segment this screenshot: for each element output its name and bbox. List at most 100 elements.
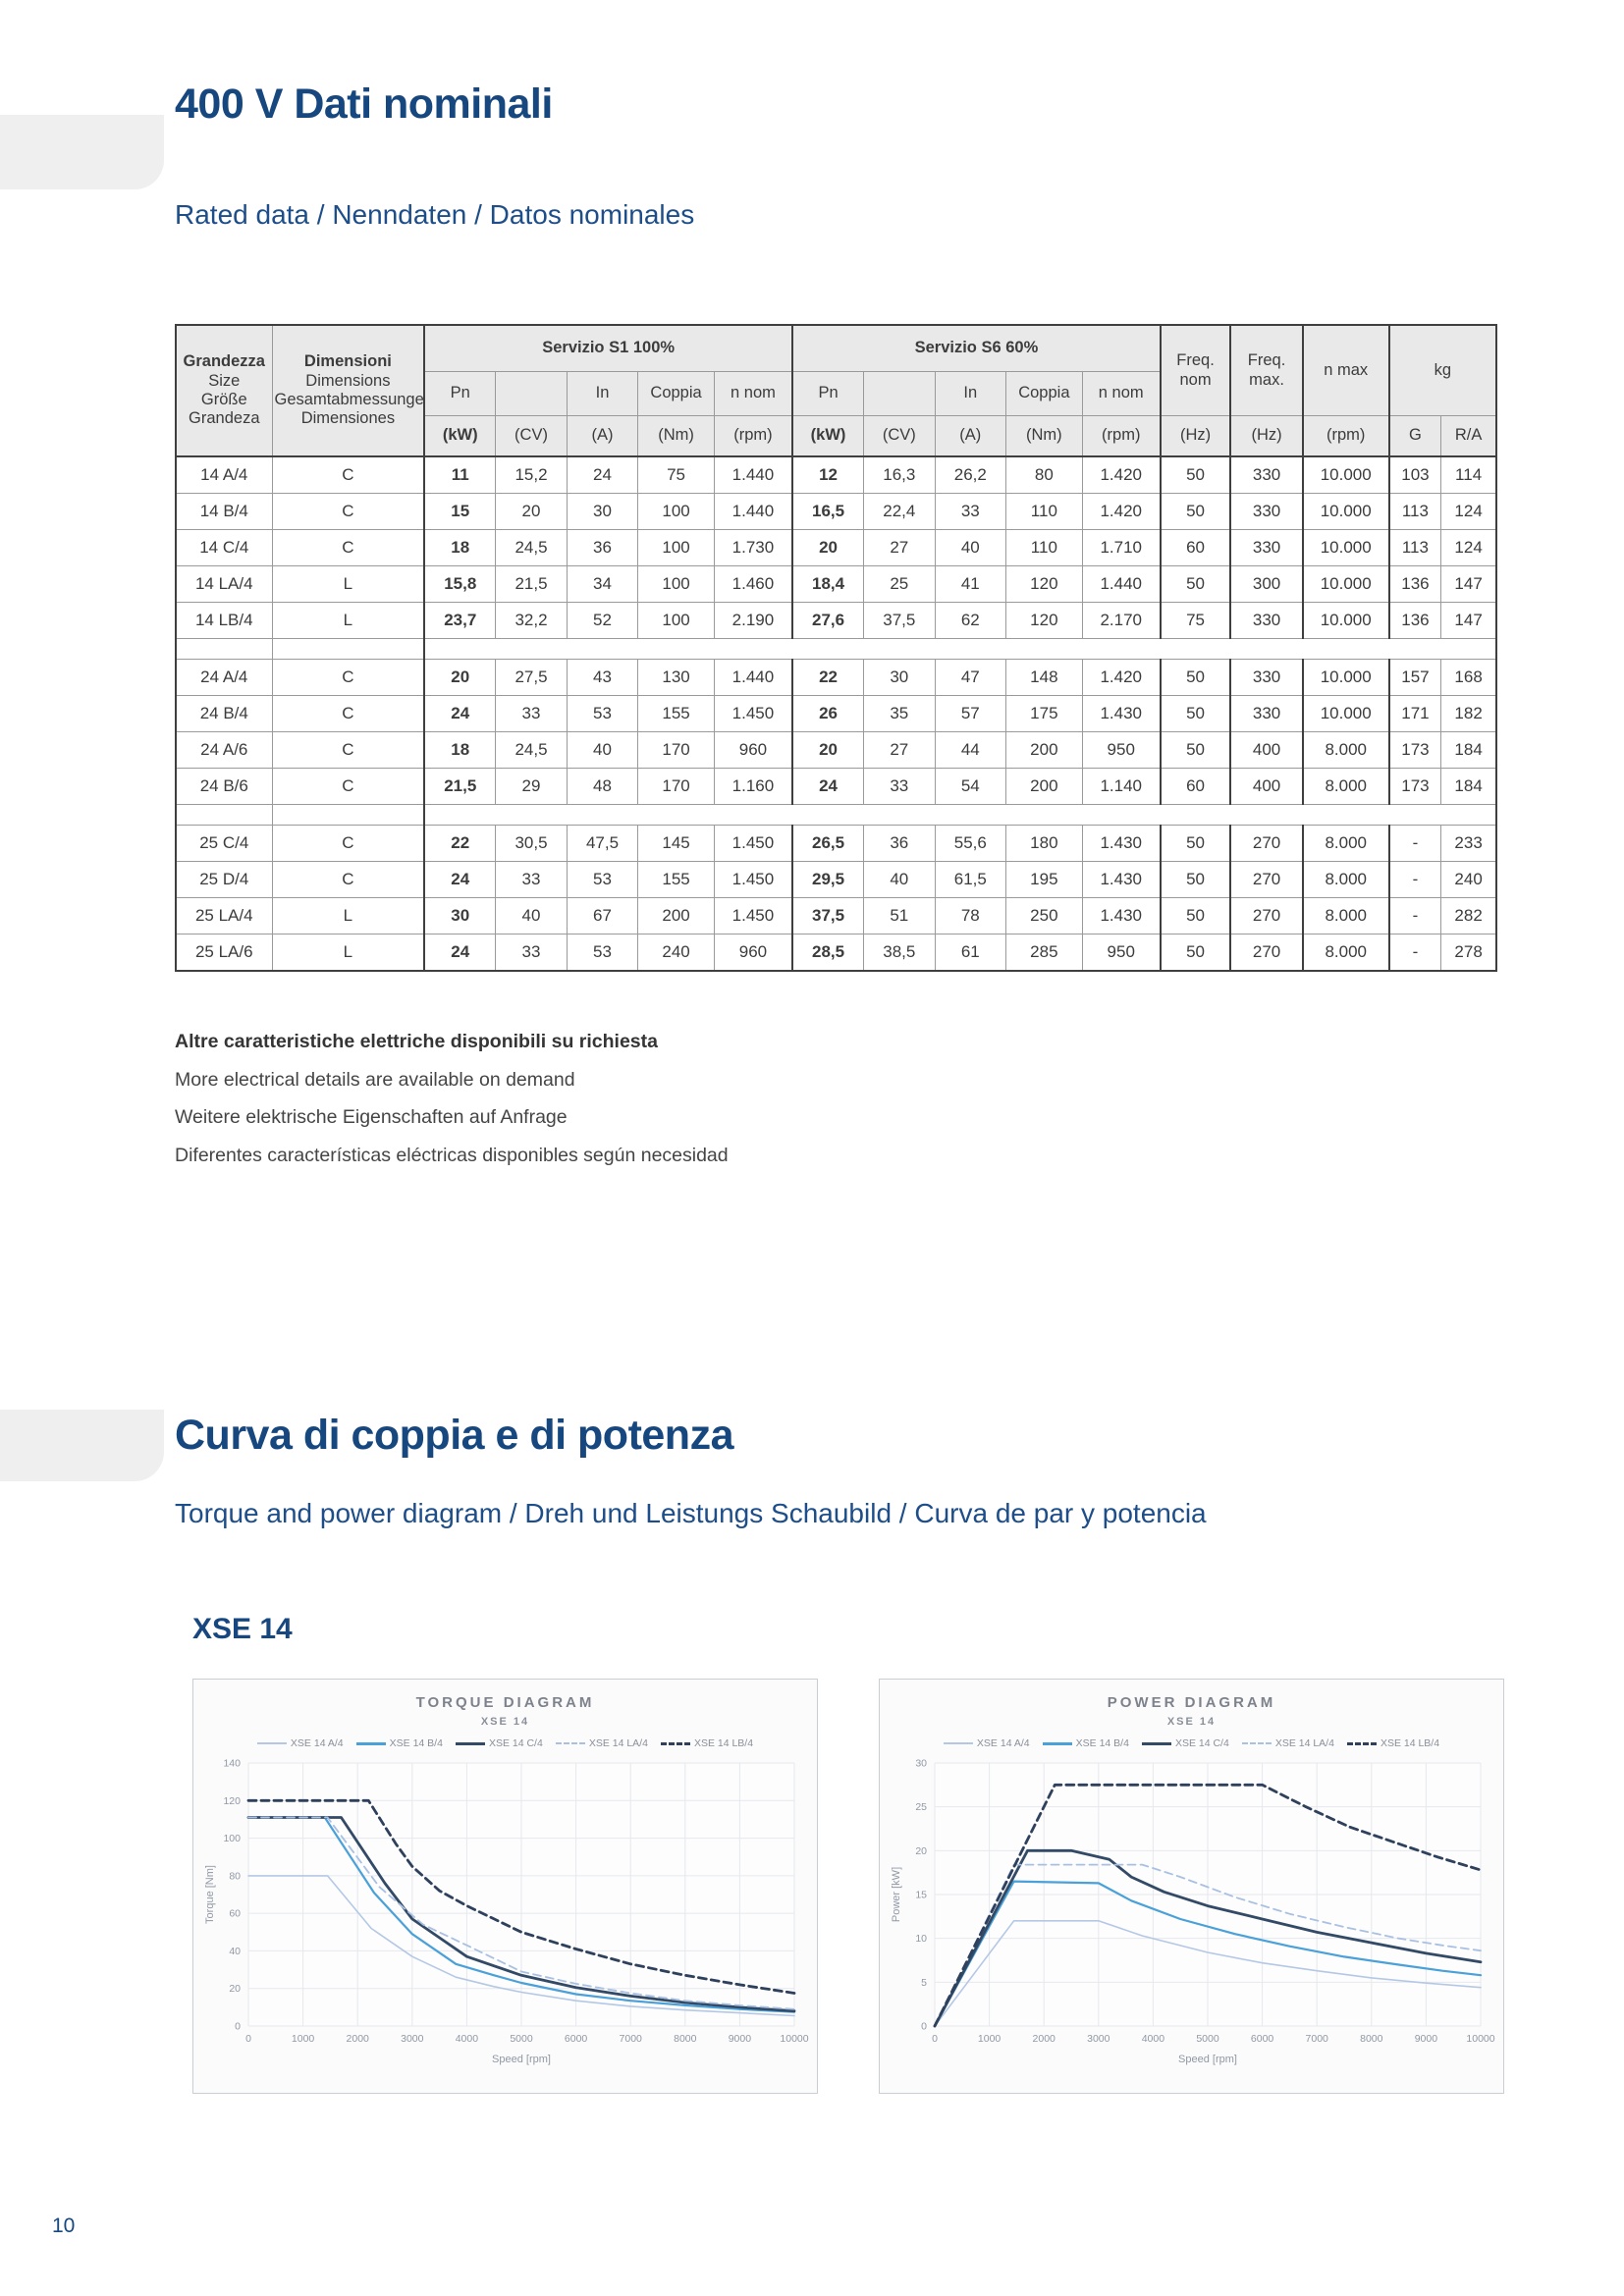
table-cell: 330 xyxy=(1229,695,1304,732)
legend-line-sample xyxy=(1042,1741,1072,1745)
model-heading: XSE 14 xyxy=(192,1613,293,1645)
table-cell: 1.420 xyxy=(1081,659,1162,696)
legend-line-sample xyxy=(1346,1741,1377,1745)
table-cell: 1.440 xyxy=(713,659,793,696)
table-cell: 29 xyxy=(495,768,568,805)
table-cell: 1.420 xyxy=(1081,493,1162,530)
chart-legend: XSE 14 A/4 XSE 14 B/4 XSE 14 C/4 XSE 14 LA/… xyxy=(193,1737,817,1749)
table-cell: 400 xyxy=(1229,731,1304,769)
header-duty-name: In xyxy=(566,371,639,416)
table-cell: 270 xyxy=(1229,825,1304,862)
chart-title: TORQUE DIAGRAM xyxy=(415,1694,595,1711)
legend-line-sample xyxy=(455,1741,485,1745)
table-cell: 145 xyxy=(637,825,715,862)
section-tab-decoration xyxy=(0,1410,164,1481)
table-cell: 43 xyxy=(566,659,639,696)
table-cell: 20 xyxy=(791,529,865,566)
table-header-row: Grandezza Size Größe Grandeza Dimensioni Dime… xyxy=(175,324,1497,457)
table-cell: 11 xyxy=(423,455,497,494)
table-cell: 25 C/4 xyxy=(175,825,273,862)
table-cell: 34 xyxy=(566,565,639,603)
table-cell: 25 D/4 xyxy=(175,861,273,898)
svg-text:60: 60 xyxy=(229,1908,241,1920)
table-cell: 15,8 xyxy=(423,565,497,603)
rated-data-table: Grandezza Size Größe Grandeza Dimensioni Dime… xyxy=(175,324,1497,972)
table-cell: 1.420 xyxy=(1081,455,1162,494)
table-cell: 278 xyxy=(1440,934,1497,972)
table-cell: 23,7 xyxy=(423,602,497,639)
legend-label: XSE 14 C/4 xyxy=(488,1737,543,1749)
legend-line-sample xyxy=(555,1742,585,1744)
table-cell: 147 xyxy=(1440,602,1497,639)
table-cell: - xyxy=(1387,897,1442,934)
table-cell: 36 xyxy=(566,529,639,566)
table-cell: C xyxy=(271,825,425,862)
table-cell: 170 xyxy=(637,768,715,805)
table-cell: 50 xyxy=(1159,934,1231,972)
svg-text:0: 0 xyxy=(932,2033,938,2045)
table-cell: 282 xyxy=(1440,897,1497,934)
table-cell: 48 xyxy=(566,768,639,805)
table-cell: 24 xyxy=(791,768,865,805)
legend-entry: XSE 14 B/4 xyxy=(1042,1737,1129,1749)
table-cell: 148 xyxy=(1005,659,1083,696)
table-cell: 26,5 xyxy=(791,825,865,862)
table-cell: L xyxy=(271,602,425,639)
table-cell: - xyxy=(1387,861,1442,898)
table-cell: 25 LA/6 xyxy=(175,934,273,972)
svg-text:3000: 3000 xyxy=(401,2033,424,2045)
legend-label: XSE 14 A/4 xyxy=(976,1737,1030,1749)
chart-legend: XSE 14 A/4 XSE 14 B/4 XSE 14 C/4 XSE 14 LA/… xyxy=(880,1737,1503,1749)
table-cell: 40 xyxy=(495,897,568,934)
svg-text:8000: 8000 xyxy=(674,2033,697,2045)
table-cell: 25 LA/4 xyxy=(175,897,273,934)
header-duty-unit: (CV) xyxy=(495,415,568,457)
table-cell: 10.000 xyxy=(1301,493,1390,530)
svg-text:Torque [Nm]: Torque [Nm] xyxy=(204,1865,216,1924)
legend-entry: XSE 14 C/4 xyxy=(1141,1737,1229,1749)
table-cell: 110 xyxy=(1005,529,1083,566)
table-cell: 171 xyxy=(1387,695,1442,732)
table-cell: 21,5 xyxy=(423,768,497,805)
header-duty-unit: (Nm) xyxy=(637,415,715,457)
table-cell: 53 xyxy=(566,861,639,898)
svg-text:6000: 6000 xyxy=(564,2033,587,2045)
svg-text:0: 0 xyxy=(921,2021,927,2033)
table-cell: 330 xyxy=(1229,455,1304,494)
table-cell xyxy=(423,638,1497,660)
footnote-es: Diferentes características eléctricas di… xyxy=(175,1144,729,1166)
table-cell: C xyxy=(271,455,425,494)
table-cell: 75 xyxy=(637,455,715,494)
table-cell: 24 xyxy=(423,934,497,972)
table-row: 14 LA/4 L 15,8 21,5 34 100 1.460 18,4 25 41 120 1.4… xyxy=(175,565,1497,603)
table-cell: C xyxy=(271,659,425,696)
table-header-row: (kW) (CV) (A) (Nm) (rpm) (kW) (CV) (A) (Nm) (rpm)… xyxy=(176,415,1497,457)
table-cell: 57 xyxy=(934,695,1007,732)
table-cell: 1.140 xyxy=(1081,768,1162,805)
table-cell: 20 xyxy=(791,731,865,769)
table-cell: 20 xyxy=(423,659,497,696)
table-cell: 1.430 xyxy=(1081,897,1162,934)
table-cell: 10.000 xyxy=(1301,695,1390,732)
legend-entry: XSE 14 LB/4 xyxy=(1346,1737,1439,1749)
svg-text:120: 120 xyxy=(223,1795,241,1807)
table-cell: C xyxy=(271,768,425,805)
table-row: 25 C/4 C 22 30,5 47,5 145 1.450 26,5 36 55,6 180 1.… xyxy=(175,825,1497,862)
table-cell: 24 xyxy=(566,455,639,494)
table-cell: 50 xyxy=(1159,731,1231,769)
table-cell: 1.450 xyxy=(713,897,793,934)
header-freq-nom: Freq. nom xyxy=(1159,324,1231,416)
table-cell: 1.450 xyxy=(713,695,793,732)
legend-label: XSE 14 LA/4 xyxy=(588,1737,648,1749)
table-cell: 10.000 xyxy=(1301,602,1390,639)
table-cell: 47 xyxy=(934,659,1007,696)
table-cell: 200 xyxy=(1005,731,1083,769)
svg-text:7000: 7000 xyxy=(619,2033,642,2045)
header-servizio-s6: Servizio S6 60% xyxy=(791,324,1162,372)
legend-line-sample xyxy=(355,1741,386,1745)
charts-row: TORQUE DIAGRAM XSE 14 XSE 14 A/4 XSE 14 B/4… xyxy=(192,1679,1504,2094)
table-cell: 50 xyxy=(1159,695,1231,732)
torque-diagram-panel: TORQUE DIAGRAM XSE 14 XSE 14 A/4 XSE 14 B/4… xyxy=(192,1679,818,2094)
header-kg: kg xyxy=(1387,324,1497,416)
